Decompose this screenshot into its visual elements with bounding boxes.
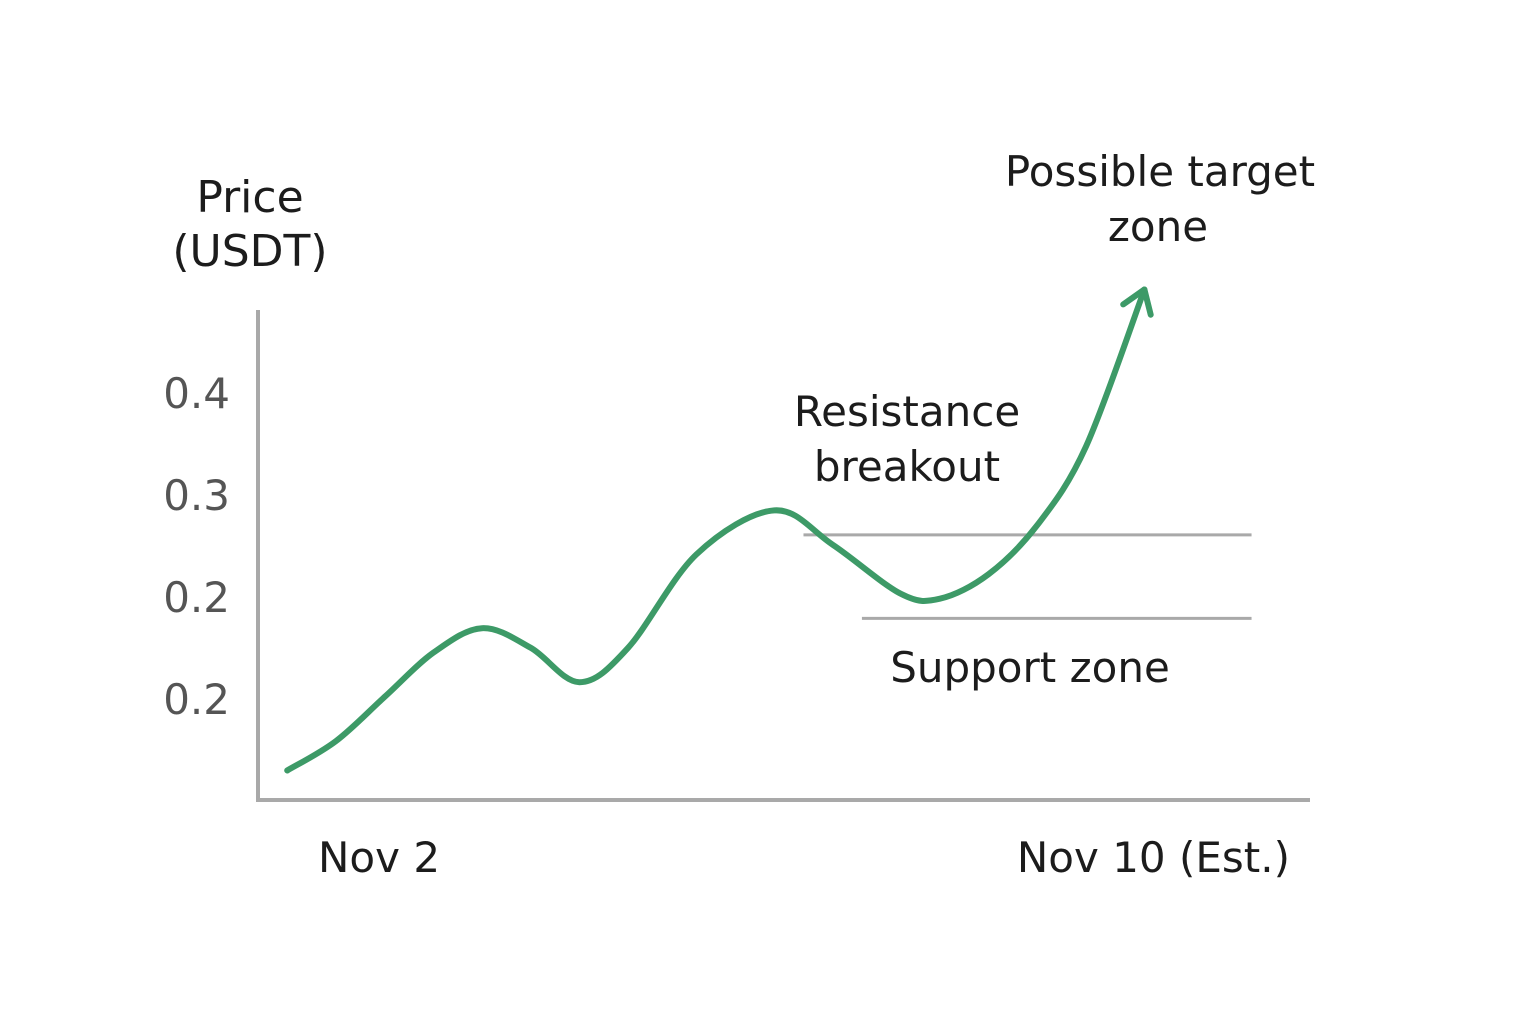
y-tick-label-2: 0.2 xyxy=(163,573,230,622)
price-series-line xyxy=(284,286,1148,774)
resistance-breakout-label-line-2: breakout xyxy=(814,442,1000,491)
x-tick-label-end: Nov 10 (Est.) xyxy=(1017,833,1290,882)
support-zone-label: Support zone xyxy=(890,643,1170,692)
x-tick-label-start: Nov 2 xyxy=(318,833,440,882)
y-axis-title-line-1: Price xyxy=(196,172,303,223)
y-axis-title-line-2: (USDT) xyxy=(172,226,327,277)
resistance-breakout-label-line-1: Resistance xyxy=(794,387,1020,436)
target-zone-label-line-1: Possible target xyxy=(1005,147,1315,196)
y-tick-label-1: 0.3 xyxy=(163,471,230,520)
target-zone-label-line-2: zone xyxy=(1108,202,1208,251)
target-arrow-icon xyxy=(1120,286,1154,318)
y-tick-label-3: 0.2 xyxy=(163,675,230,724)
y-tick-label-0: 0.4 xyxy=(163,369,230,418)
